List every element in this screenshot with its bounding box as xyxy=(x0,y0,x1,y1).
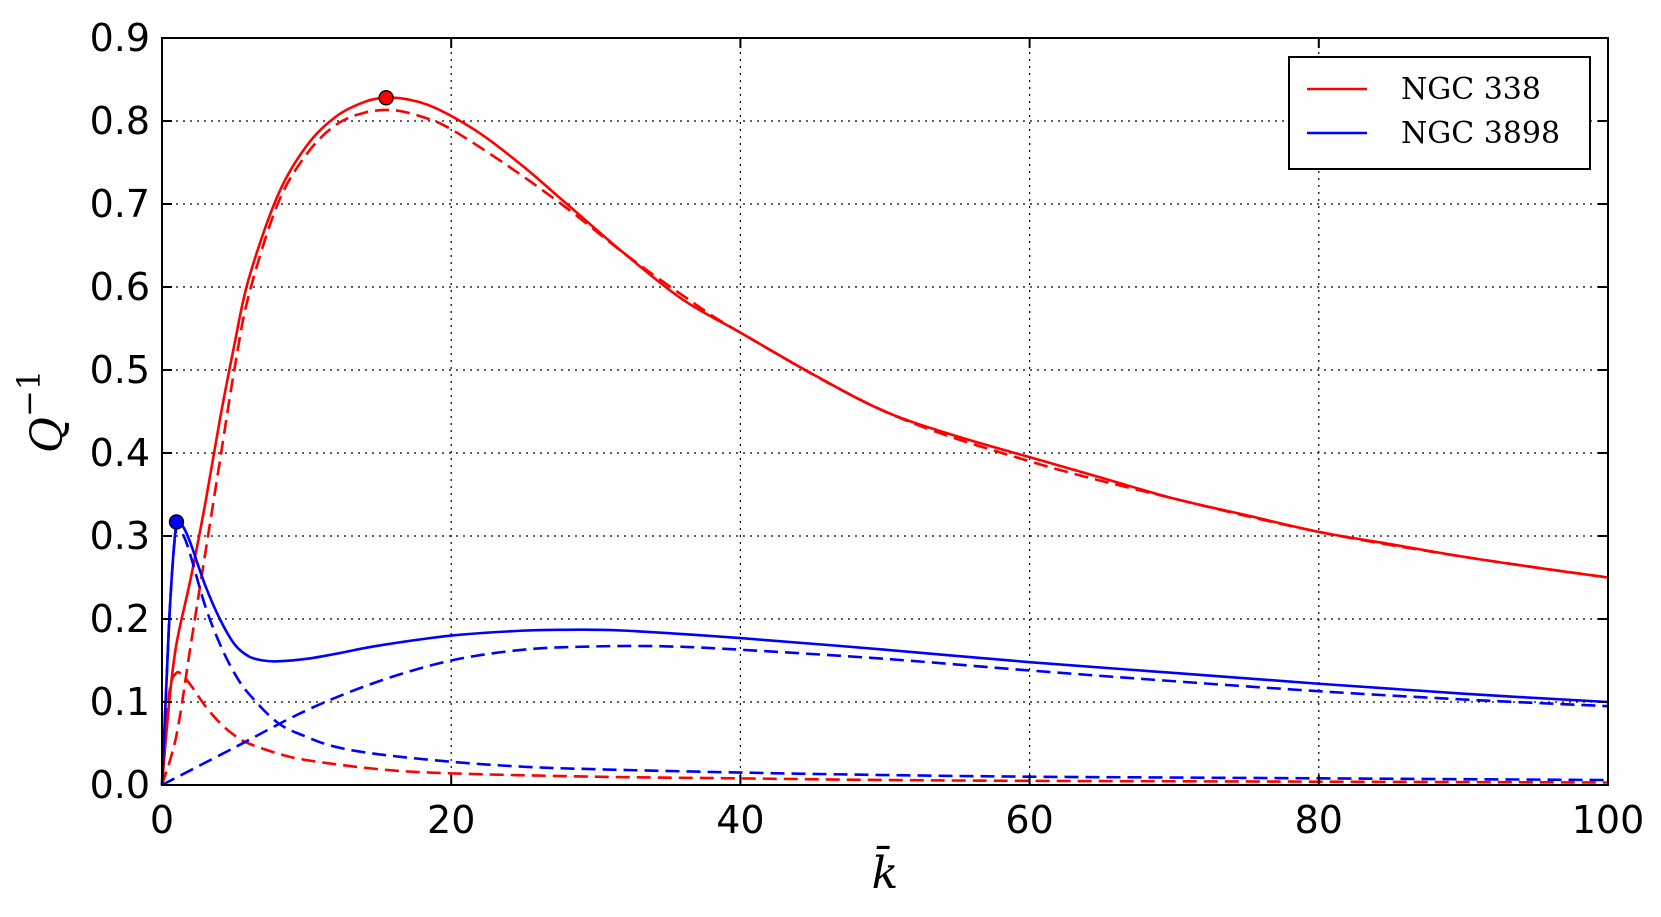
series-line-0 xyxy=(160,96,1609,786)
plot-frame xyxy=(161,37,1609,786)
x-tick-label: 40 xyxy=(716,798,764,842)
y-tick-label: 0.8 xyxy=(90,99,150,143)
y-axis-label-superscript: −1 xyxy=(10,370,48,417)
tick-labels: 0 20 40 60 80 100 0.0 0.1 0.2 0.3 0.4 0.5 0.6 0.7 0.8 0… xyxy=(90,16,1645,842)
x-tick-label: 20 xyxy=(427,798,475,842)
legend-box xyxy=(1288,56,1591,170)
y-tick-label: 0.3 xyxy=(90,514,150,558)
series-line-3 xyxy=(160,517,1609,786)
x-tick-label: 80 xyxy=(1295,798,1343,842)
y-tick-label: 0.7 xyxy=(90,182,150,226)
x-tick-label: 0 xyxy=(150,798,174,842)
y-axis-label: Q−1 xyxy=(10,370,73,453)
legend-entries: NGC 338 NGC 3898 xyxy=(1307,72,1560,151)
peak-marker-1 xyxy=(168,514,185,530)
y-tick-label: 0.5 xyxy=(90,348,150,392)
x-axis-label: k̄ xyxy=(872,844,899,899)
y-tick-label: 0.9 xyxy=(90,16,150,60)
series-line-5 xyxy=(161,644,1609,787)
marker-layer xyxy=(168,90,394,530)
legend-label: NGC 3898 xyxy=(1401,116,1560,151)
series-line-1 xyxy=(160,108,1609,786)
x-tick-label: 60 xyxy=(1005,798,1053,842)
y-tick-label: 0.6 xyxy=(90,265,150,309)
peak-marker-0 xyxy=(378,90,394,106)
legend: NGC 338 NGC 3898 xyxy=(1288,56,1591,170)
y-tick-label: 0.1 xyxy=(90,680,150,724)
series-line-2 xyxy=(160,670,1609,786)
series-line-4 xyxy=(160,522,1609,786)
y-axis-label-base: Q xyxy=(22,417,73,453)
y-tick-label: 0.2 xyxy=(90,597,150,641)
series-layer xyxy=(160,96,1609,787)
ticks xyxy=(161,37,1609,786)
y-tick-label: 0.0 xyxy=(90,763,150,807)
y-tick-label: 0.4 xyxy=(90,431,150,475)
legend-label: NGC 338 xyxy=(1401,72,1541,107)
x-tick-label: 100 xyxy=(1572,798,1645,842)
